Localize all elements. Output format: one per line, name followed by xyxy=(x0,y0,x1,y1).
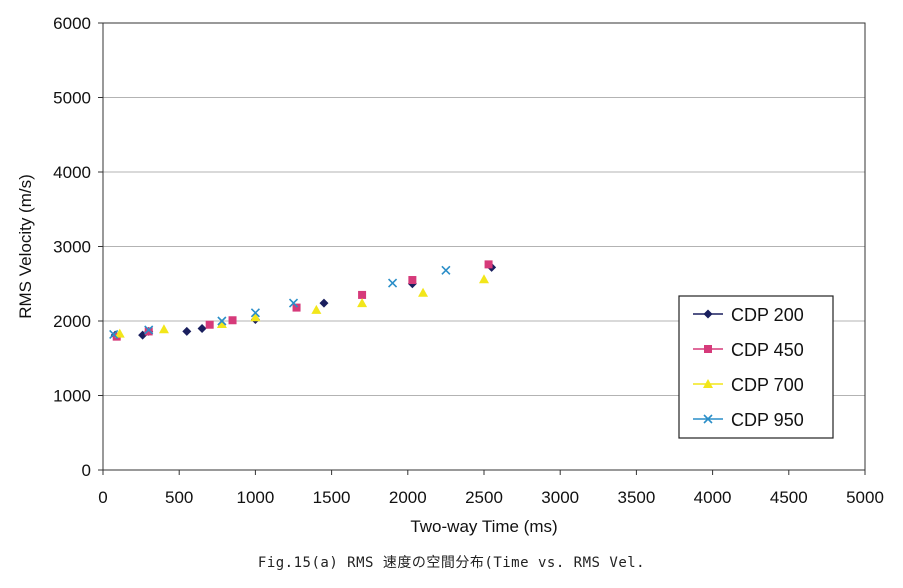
point-4-6 xyxy=(387,278,398,288)
point-4-5 xyxy=(288,298,299,308)
series-cdp-700 xyxy=(114,274,489,338)
x-tick-2500: 2500 xyxy=(465,488,503,507)
y-axis-label: RMS Velocity (m/s) xyxy=(16,174,35,319)
point-4-3-stroke-b xyxy=(217,316,227,326)
point-4-6-stroke-b xyxy=(387,278,398,288)
legend-item-2: CDP 450 xyxy=(693,340,804,360)
point-2-3 xyxy=(205,320,214,329)
series-cdp-200 xyxy=(110,262,497,340)
legend-marker-4-stroke-b xyxy=(703,414,713,424)
y-tick-1000: 1000 xyxy=(53,387,91,406)
point-3-5 xyxy=(311,304,322,314)
x-tick-3000: 3000 xyxy=(541,488,579,507)
y-tick-5000: 5000 xyxy=(53,89,91,108)
x-tick-4000: 4000 xyxy=(694,488,732,507)
point-4-7-stroke-b xyxy=(441,265,451,275)
point-2-2 xyxy=(144,327,153,336)
x-tick-5000: 5000 xyxy=(846,488,884,507)
point-1-4 xyxy=(182,326,192,336)
point-3-6 xyxy=(357,298,368,308)
x-axis-label: Two-way Time (ms) xyxy=(410,517,557,536)
point-3-8 xyxy=(479,274,489,284)
point-4-1 xyxy=(109,329,119,339)
point-3-1 xyxy=(114,328,125,338)
point-2-7 xyxy=(408,276,417,285)
x-tick-2000: 2000 xyxy=(389,488,427,507)
point-4-4 xyxy=(250,308,260,318)
point-4-1-stroke-b xyxy=(109,329,119,339)
series-cdp-950 xyxy=(109,265,451,339)
data-points xyxy=(109,260,497,341)
x-tick-1000: 1000 xyxy=(236,488,274,507)
legend-marker-1 xyxy=(703,309,713,319)
legend-marker-3 xyxy=(703,379,713,388)
point-1-5 xyxy=(197,323,207,333)
y-tick-3000: 3000 xyxy=(53,238,91,257)
legend-label-1: CDP 200 xyxy=(731,305,804,325)
point-2-8 xyxy=(484,260,493,269)
point-2-6 xyxy=(358,290,367,299)
point-4-2-stroke-b xyxy=(144,325,154,335)
legend: CDP 200 CDP 450 CDP 700 CDP 950 xyxy=(678,295,834,439)
legend-item-4: CDP 950 xyxy=(693,410,804,430)
legend-marker-2 xyxy=(704,345,712,353)
y-tick-6000: 6000 xyxy=(53,14,91,33)
x-tick-0: 0 xyxy=(98,488,107,507)
point-4-5-stroke-b xyxy=(288,298,299,308)
x-tick-1500: 1500 xyxy=(313,488,351,507)
legend-item-3: CDP 700 xyxy=(693,375,804,395)
legend-label-3: CDP 700 xyxy=(731,375,804,395)
point-4-4-stroke-b xyxy=(250,308,260,318)
point-2-5 xyxy=(292,303,301,312)
point-1-7 xyxy=(319,298,329,308)
legend-label-2: CDP 450 xyxy=(731,340,804,360)
x-tick-4500: 4500 xyxy=(770,488,808,507)
point-4-3 xyxy=(217,316,227,326)
point-2-4 xyxy=(228,316,237,325)
x-axis-ticks: 0 500 1000 1500 2000 2500 3000 3500 4000 4500 5000 xyxy=(98,470,884,507)
point-3-3 xyxy=(216,318,227,328)
x-tick-3500: 3500 xyxy=(617,488,655,507)
legend-marker-4 xyxy=(703,414,713,424)
point-4-2 xyxy=(144,325,154,335)
point-3-7 xyxy=(418,287,429,297)
legend-box xyxy=(678,295,834,439)
chart: 0 500 1000 1500 2000 2500 3000 3500 4000 4500 5000… xyxy=(16,14,884,536)
legend-item-1: CDP 200 xyxy=(693,305,804,325)
series-cdp-450 xyxy=(112,260,493,341)
x-tick-500: 500 xyxy=(165,488,193,507)
figure-caption: Fig.15(a) RMS 速度の空間分布(Time vs. RMS Vel. xyxy=(257,555,646,571)
y-tick-4000: 4000 xyxy=(53,163,91,182)
point-3-4 xyxy=(250,312,261,322)
y-tick-2000: 2000 xyxy=(53,312,91,331)
point-4-7 xyxy=(441,265,451,275)
legend-label-4: CDP 950 xyxy=(731,410,804,430)
point-3-2 xyxy=(158,324,169,334)
y-axis-ticks: 0 1000 2000 3000 4000 5000 6000 xyxy=(53,14,103,480)
y-tick-0: 0 xyxy=(82,461,91,480)
